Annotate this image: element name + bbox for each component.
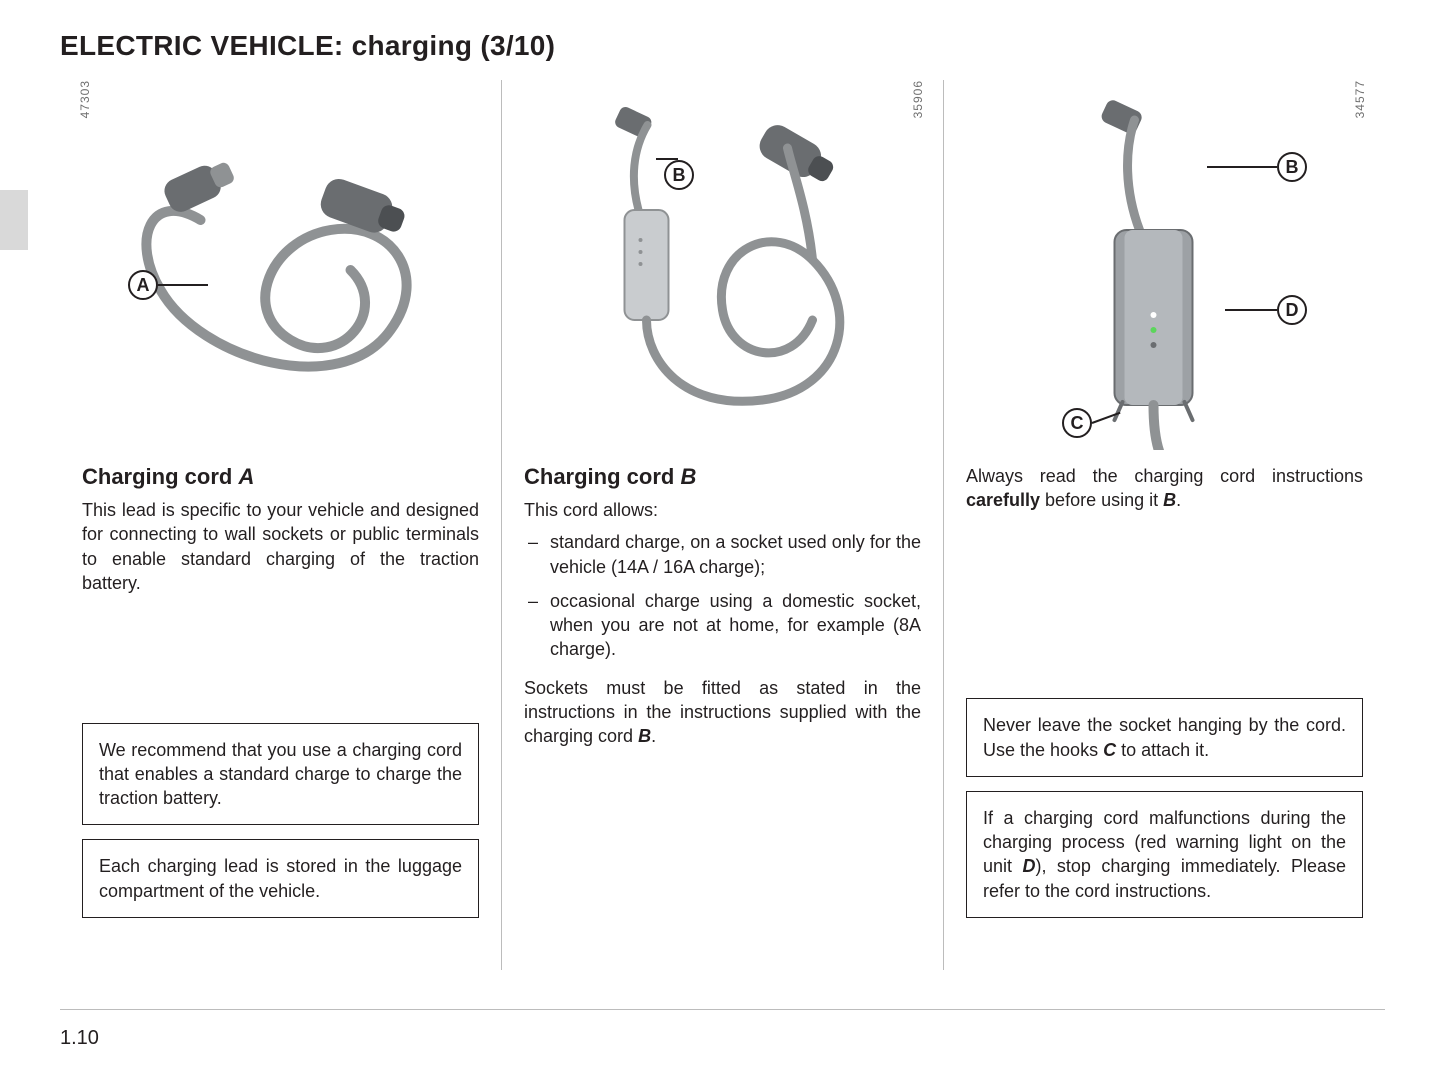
note-recommend: We recommend that you use a charging cor… — [82, 723, 479, 826]
text: . — [1176, 490, 1181, 510]
callout-lead — [1092, 412, 1121, 424]
callout-lead — [158, 284, 208, 286]
note-storage: Each charging lead is stored in the lugg… — [82, 839, 479, 918]
title-sub: (3/10) — [480, 30, 555, 61]
figure-id: 35906 — [911, 80, 925, 118]
figure-id: 47303 — [78, 80, 92, 118]
figure-cord-a: 47303 A — [82, 80, 479, 450]
illustration-unit — [966, 80, 1363, 450]
heading-cord-a: Charging cord A — [82, 464, 479, 490]
column-1: 47303 A — [60, 80, 501, 970]
text: Sockets must be fitted as stated in the … — [524, 678, 921, 747]
callout-b: B — [664, 160, 694, 190]
columns: 47303 A — [60, 80, 1385, 970]
footer-rule — [60, 1009, 1385, 1010]
text: to attach it. — [1116, 740, 1209, 760]
list-item: occasional charge using a domestic socke… — [524, 589, 921, 662]
col3-intro: Always read the charging cord instructio… — [966, 464, 1363, 513]
figure-cord-b: 35906 — [524, 80, 921, 450]
emphasis: carefully — [966, 490, 1040, 510]
heading-label: A — [238, 464, 254, 489]
illustration-cord-b — [524, 80, 921, 450]
ref-d: D — [1022, 856, 1035, 876]
column-3: 34577 — [943, 80, 1385, 970]
cord-b-list: standard charge, on a socket used only f… — [524, 530, 921, 661]
callout-lead — [1225, 309, 1277, 311]
figure-id: 34577 — [1353, 80, 1367, 118]
note-malfunction: If a charging cord malfunctions during t… — [966, 791, 1363, 918]
callout-a: A — [128, 270, 208, 300]
ref-c: C — [1103, 740, 1116, 760]
note-hooks: Never leave the socket hanging by the co… — [966, 698, 1363, 777]
text: before using it — [1040, 490, 1163, 510]
text: Always read the charging cord instructio… — [966, 466, 1363, 486]
callout-d: D — [1225, 295, 1307, 325]
callout-lead — [656, 158, 678, 160]
col3-note-boxes: Never leave the socket hanging by the co… — [966, 698, 1363, 932]
illustration-cord-a — [82, 80, 479, 450]
callout-b-lead — [656, 158, 678, 160]
heading-cord-b: Charging cord B — [524, 464, 921, 490]
callout-lead — [1207, 166, 1277, 168]
list-item: standard charge, on a socket used only f… — [524, 530, 921, 579]
col1-note-boxes: We recommend that you use a charging cor… — [82, 723, 479, 932]
callout-label: A — [128, 270, 158, 300]
column-2: 35906 — [501, 80, 943, 970]
ref-b: B — [1163, 490, 1176, 510]
callout-label: C — [1062, 408, 1092, 438]
callout-b: B — [1207, 152, 1307, 182]
section-tab — [0, 190, 28, 250]
page: ELECTRIC VEHICLE: charging (3/10) 47303 — [0, 0, 1445, 1070]
cord-a-description: This lead is specific to your vehicle an… — [82, 498, 479, 595]
cord-b-sockets-note: Sockets must be fitted as stated in the … — [524, 676, 921, 749]
callout-label: B — [1277, 152, 1307, 182]
heading-pre: Charging cord — [524, 464, 680, 489]
text: . — [651, 726, 656, 746]
page-title: ELECTRIC VEHICLE: charging (3/10) — [60, 30, 1385, 62]
heading-label: B — [680, 464, 696, 489]
title-main: ELECTRIC VEHICLE: charging — [60, 30, 480, 61]
page-number: 1.10 — [60, 1027, 99, 1050]
callout-c: C — [1062, 408, 1122, 438]
heading-pre: Charging cord — [82, 464, 238, 489]
cord-b-intro: This cord allows: — [524, 498, 921, 522]
callout-label: B — [664, 160, 694, 190]
text: ), stop charging immediately. Please ref… — [983, 856, 1346, 900]
callout-label: D — [1277, 295, 1307, 325]
figure-cord-b-unit: 34577 — [966, 80, 1363, 450]
ref-b: B — [638, 726, 651, 746]
